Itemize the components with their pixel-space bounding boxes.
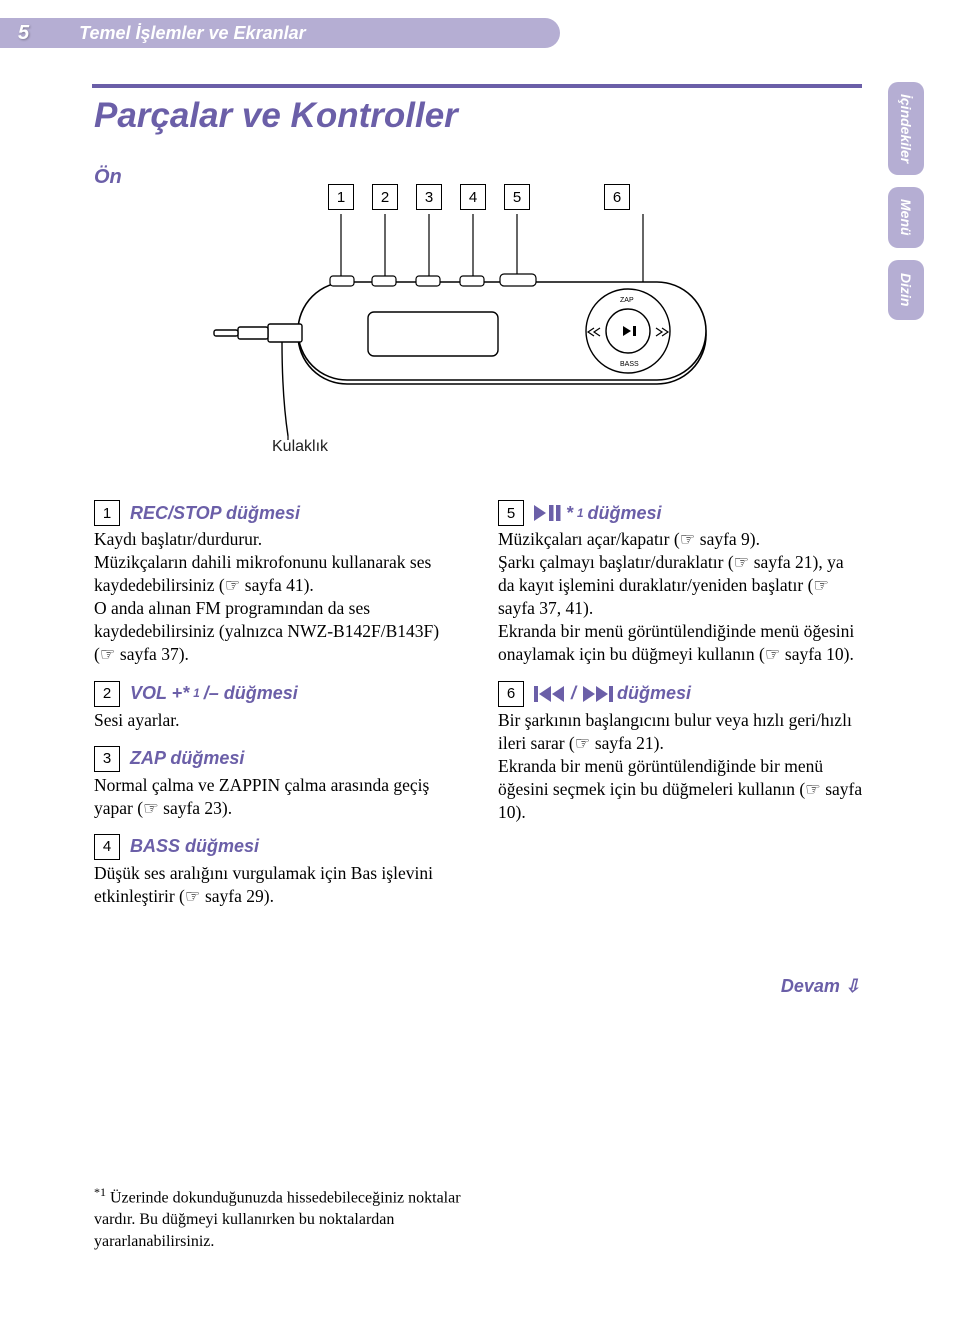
item-4-head: 4 BASS düğmesi [94,834,460,860]
divider [92,84,862,88]
num-box-3: 3 [94,746,120,772]
svg-text:BASS: BASS [620,361,639,368]
content-columns: 1 REC/STOP düğmesi Kaydı başlatır/durdur… [94,500,864,908]
item-3-head: 3 ZAP düğmesi [94,746,460,772]
item-5-head: 5 *1 düğmesi [498,500,864,526]
sub-title: Ön [94,166,122,189]
footnote: *1 Üzerinde dokunduğunuzda hissedebilece… [94,1184,474,1252]
svg-text:ZAP: ZAP [620,297,634,304]
tab-toc[interactable]: İçindekiler [888,82,924,175]
tab-menu[interactable]: Menü [888,187,924,248]
item-5-title: *1 düğmesi [534,503,662,524]
item-4-text: Düşük ses aralığını vurgulamak için Bas … [94,862,460,908]
item-1-head: 1 REC/STOP düğmesi [94,500,460,526]
page-number: 5 [18,22,29,45]
item-2-head: 2 VOL +*1/– düğmesi [94,681,460,707]
item-5-text: Müzikçaları açar/kapatır (☞ sayfa 9). Şa… [498,528,864,667]
footnote-text: Üzerinde dokunduğunuzda hissedebileceğin… [94,1189,461,1249]
side-tabs: İçindekiler Menü Dizin [888,82,930,332]
num-box-5: 5 [498,500,524,526]
footnote-marker: *1 [94,1185,106,1199]
item-3-title: ZAP düğmesi [130,748,244,769]
item-1-text: Kaydı başlatır/durdurur. Müzikçaların da… [94,528,460,667]
right-column: 5 *1 düğmesi Müzikçaları açar/kapatır (☞… [498,500,864,908]
continue-label: Devam ⇩ [781,976,860,997]
left-column: 1 REC/STOP düğmesi Kaydı başlatır/durdur… [94,500,460,908]
num-box-4: 4 [94,834,120,860]
item-2-title: VOL +*1/– düğmesi [130,683,298,704]
item-1-title: REC/STOP düğmesi [130,503,300,524]
tab-index[interactable]: Dizin [888,260,924,320]
device-diagram: ZAP BASS [200,196,760,456]
header-bar: 5 Temel İşlemler ve Ekranlar [0,18,560,48]
item-3-text: Normal çalma ve ZAPPIN çalma arasında ge… [94,774,460,820]
num-box-6: 6 [498,681,524,707]
item-6-text: Bir şarkının başlangıcını bulur veya hız… [498,709,864,824]
main-title: Parçalar ve Kontroller [94,96,458,136]
item-2-text: Sesi ayarlar. [94,709,460,732]
item-6-head: 6 / düğmesi [498,681,864,707]
prev-icon [534,686,564,702]
headphone-label: Kulaklık [272,438,328,456]
play-pause-icon [534,505,562,521]
item-4-title: BASS düğmesi [130,836,259,857]
item-6-title: / düğmesi [534,683,691,704]
next-icon [583,686,613,702]
section-title: Temel İşlemler ve Ekranlar [79,23,305,44]
num-box-2: 2 [94,681,120,707]
num-box-1: 1 [94,500,120,526]
